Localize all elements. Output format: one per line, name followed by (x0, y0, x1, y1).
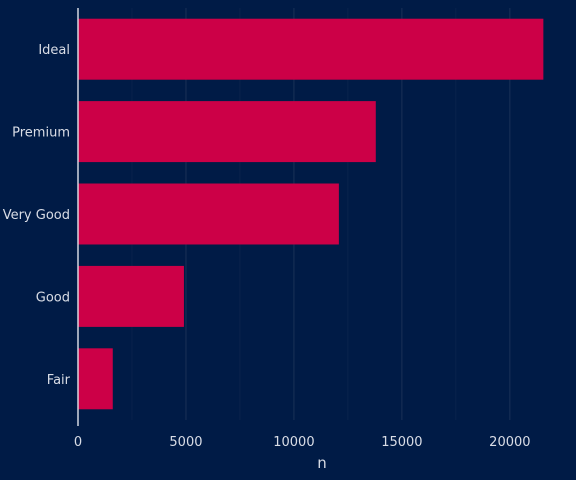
bar-good (78, 265, 184, 327)
category-label: Premium (12, 126, 70, 141)
bar-fair (78, 348, 113, 410)
x-tick-label: 5000 (169, 435, 202, 450)
category-label: Good (36, 290, 70, 305)
x-tick-labels: 0 5000 10000 15000 20000 (74, 435, 531, 450)
x-tick-label: 0 (74, 435, 82, 450)
category-label: Ideal (38, 43, 70, 58)
bar-premium (78, 101, 376, 163)
bars (78, 18, 544, 410)
x-tick-label: 15000 (381, 435, 422, 450)
x-axis-title: n (317, 454, 327, 472)
bar-very-good (78, 183, 339, 245)
x-tick-label: 20000 (489, 435, 530, 450)
bar-ideal (78, 18, 544, 80)
category-label: Very Good (3, 208, 70, 223)
x-tick-label: 10000 (273, 435, 314, 450)
category-label: Fair (47, 373, 71, 388)
category-labels: Ideal Premium Very Good Good Fair (3, 43, 71, 388)
